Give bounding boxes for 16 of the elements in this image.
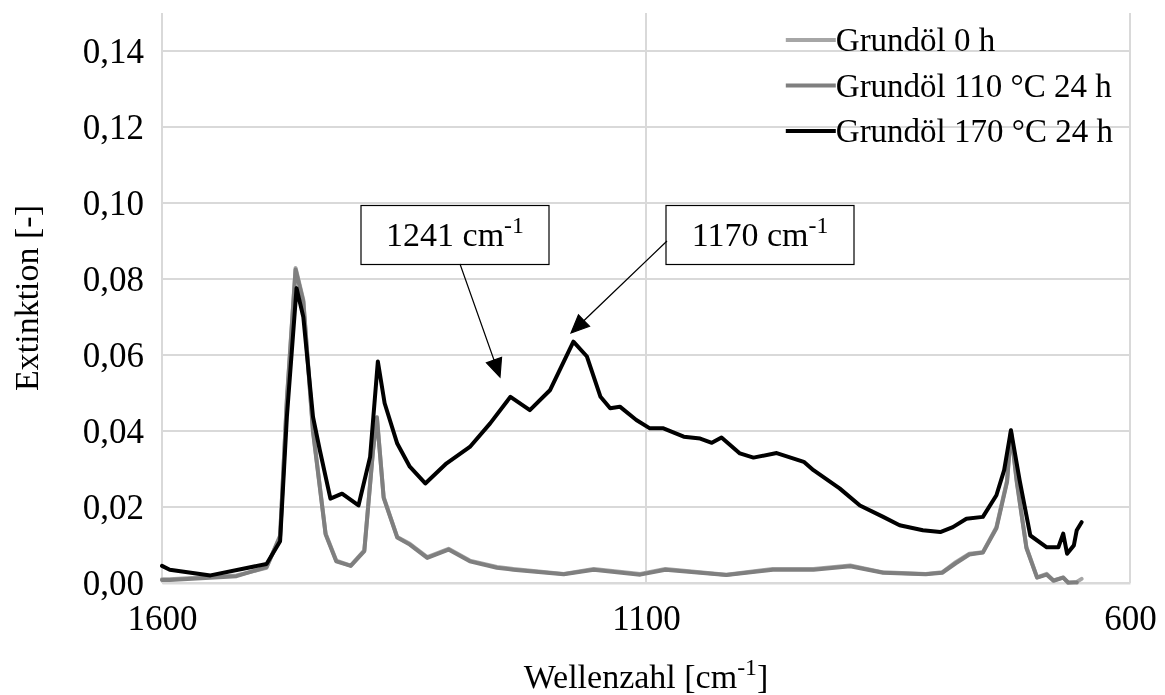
y-tick-label: 0,04 [82, 411, 144, 451]
y-axis-title: Extinktion [-] [8, 204, 45, 392]
legend-label: Grundöl 110 °C 24 h [835, 67, 1113, 104]
x-axis-title: Wellenzahl [cm$^{-1}$] [523, 654, 769, 695]
legend-label: Grundöl 0 h [835, 22, 996, 58]
x-tick-label: 1100 [612, 598, 681, 638]
y-tick-label: 0,02 [82, 487, 144, 527]
y-tick-label: 0,08 [82, 259, 144, 299]
legend-label: Grundöl 170 °C 24 h [835, 113, 1114, 149]
y-tick-label: 0,14 [82, 31, 144, 71]
annotation: 1241 cm$^{-1}$ [386, 212, 524, 253]
y-tick-label: 0,10 [82, 183, 144, 223]
y-tick-label: 0,06 [82, 335, 144, 375]
x-tick-label: 600 [1104, 598, 1157, 638]
annotation: 1170 cm$^{-1}$ [691, 212, 829, 253]
y-tick-label: 0,12 [82, 107, 144, 147]
